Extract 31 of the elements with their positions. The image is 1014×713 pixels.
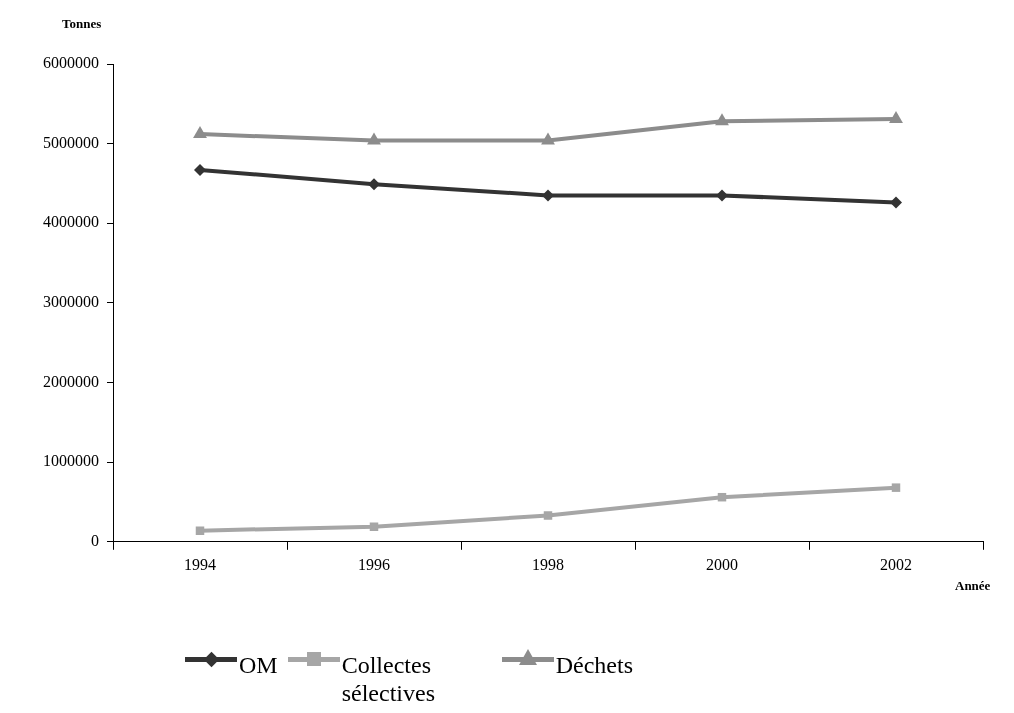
- point: [193, 126, 207, 139]
- point: [715, 113, 729, 126]
- point: [891, 483, 901, 492]
- y-tick-label: 0: [91, 532, 99, 549]
- point: [368, 178, 380, 191]
- y-tick-label: 2000000: [43, 372, 99, 390]
- x-axis-title: Année: [955, 578, 991, 594]
- point: [716, 189, 728, 202]
- x-tick-label: 2000: [706, 555, 738, 573]
- legend-label: OM: [238, 651, 279, 679]
- y-tick-label: 6000000: [43, 54, 99, 72]
- point: [369, 522, 379, 531]
- point: [195, 526, 205, 535]
- x-tick-label: 1994: [184, 555, 216, 573]
- x-tick-label: 1998: [532, 555, 564, 573]
- x-tick-label: 1996: [358, 555, 390, 573]
- point: [890, 196, 902, 209]
- point: [889, 110, 903, 123]
- point: [541, 132, 555, 145]
- y-axis-title: Tonnes: [62, 16, 102, 32]
- legend-label: Déchets: [554, 651, 634, 679]
- point: [367, 132, 381, 145]
- y-tick-label: 5000000: [43, 133, 99, 151]
- y-tick-label: 1000000: [43, 452, 99, 470]
- point: [542, 189, 554, 202]
- y-tick-label: 3000000: [43, 293, 99, 311]
- point: [543, 511, 553, 520]
- point: [194, 163, 206, 176]
- legend-label: Collectes sélectives: [340, 651, 436, 707]
- x-tick-label: 2002: [880, 555, 912, 573]
- y-tick-label: 4000000: [43, 213, 99, 231]
